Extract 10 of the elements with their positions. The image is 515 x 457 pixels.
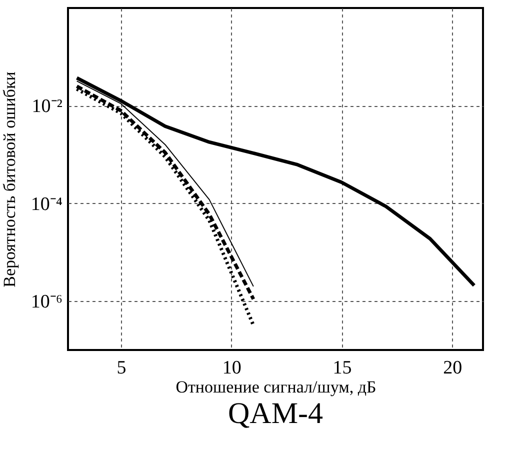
x-tick-label: 20	[443, 358, 462, 378]
x-tick-label: 10	[222, 358, 242, 378]
y-tick-label: 10⁻⁶	[30, 292, 62, 313]
text: QAM-4	[228, 397, 323, 430]
x-axis-title: Отношение сигнал/шум, дБ	[176, 378, 376, 396]
x-tick-label: 15	[332, 358, 352, 378]
y-axis-title: Вероятность битовой ошибки	[0, 72, 19, 288]
y-tick-label: 10⁻²	[32, 96, 63, 118]
y-tick-label: 10⁻⁴	[30, 194, 63, 215]
x-tick-label: 5	[116, 358, 126, 378]
